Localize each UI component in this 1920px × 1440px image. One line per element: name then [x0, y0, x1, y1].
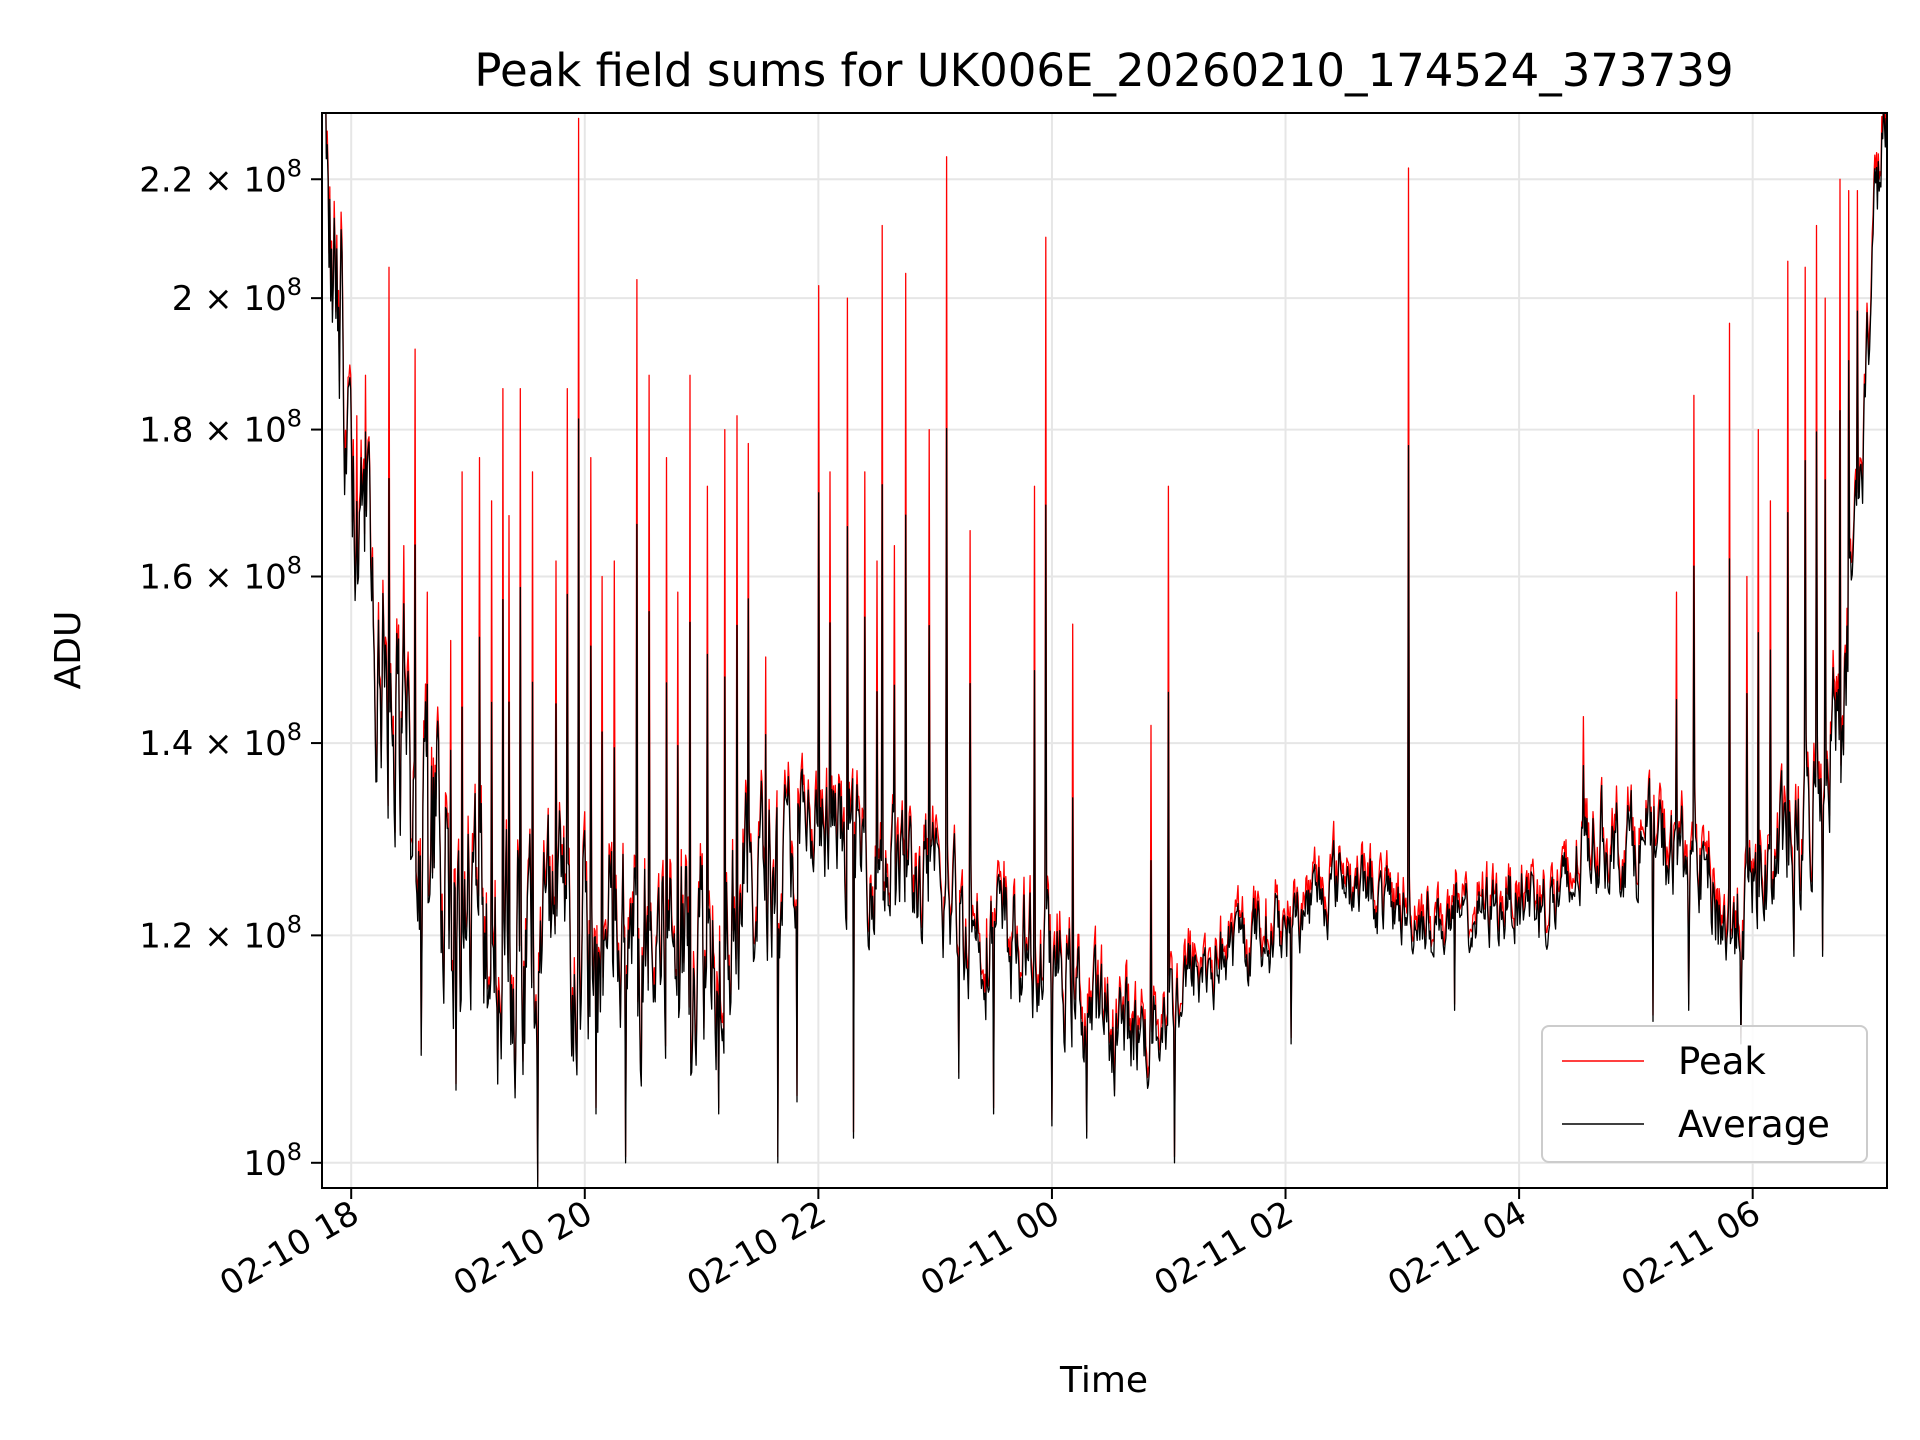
legend: Peak Average: [1541, 1025, 1868, 1163]
y-tick-label: 1.6 × 108: [139, 552, 302, 598]
x-axis-label: Time: [1059, 1360, 1148, 1401]
legend-average-label: Average: [1678, 1103, 1830, 1146]
y-axis-label: ADU: [48, 611, 89, 690]
y-tick-label: 1.4 × 108: [139, 718, 302, 764]
legend-peak-label: Peak: [1678, 1040, 1766, 1083]
average-series-line: [325, 113, 1887, 1188]
y-tick-label: 1.2 × 108: [139, 910, 302, 956]
y-axis-ticks: 108 1.2 × 108 1.4 × 108 1.6 × 108 1.8 × 108 2…: [139, 154, 322, 1184]
plot-frame: [321, 112, 1888, 1189]
y-tick-label: 1.8 × 108: [139, 405, 302, 451]
y-tick-label: 2 × 108: [172, 273, 302, 319]
chart-title: Peak field sums for UK006E_20260210_1745…: [474, 44, 1733, 97]
y-tick-label: 2.2 × 108: [139, 154, 302, 200]
y-tick-label: 108: [243, 1138, 302, 1184]
legend-box: [1541, 1025, 1868, 1163]
